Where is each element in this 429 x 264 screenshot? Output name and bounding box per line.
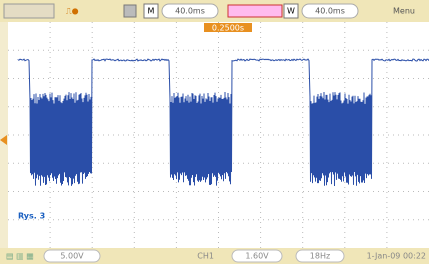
trigger-position: 0.2500s	[212, 24, 244, 33]
scope: ⎍● M 40.0ms W 40.0ms Menu 0.2500s Rys. 3…	[0, 0, 429, 264]
main-timebase-label: 40.0ms	[175, 7, 205, 16]
datetime: 1-Jan-09 00:22	[367, 252, 426, 261]
frequency: 18Hz	[310, 252, 330, 261]
channel-scale: 5.00V	[60, 252, 84, 261]
mode-main-label: M	[148, 7, 155, 16]
mode-window-label: W	[287, 7, 295, 16]
caption: Rys. 3	[18, 212, 45, 221]
trigger-level: 1.60V	[245, 252, 269, 261]
channel-marker	[0, 135, 7, 145]
channel-icon: ▤ ▥ ▦	[6, 252, 34, 261]
menu-button[interactable]: Menu	[393, 7, 415, 16]
channel: CH1	[197, 252, 214, 261]
tool-icons[interactable]	[4, 4, 54, 18]
run-icon[interactable]: ⎍●	[66, 7, 79, 16]
save-icon[interactable]	[124, 5, 136, 17]
page: ⎍● M 40.0ms W 40.0ms Menu 0.2500s Rys. 3…	[0, 0, 429, 264]
memory-bar	[228, 5, 282, 17]
window-timebase-label: 40.0ms	[315, 7, 345, 16]
